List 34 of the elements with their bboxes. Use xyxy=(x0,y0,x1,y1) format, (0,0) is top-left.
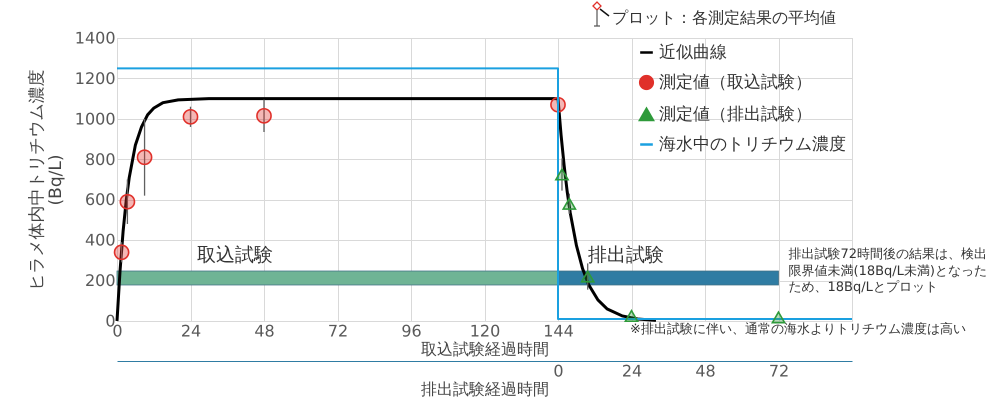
band-label: 取込試験 xyxy=(197,244,273,266)
legend-label: 近似曲線 xyxy=(659,42,727,62)
point xyxy=(136,149,152,166)
y-tick-label: 800 xyxy=(84,150,116,169)
annotation: 排出試験72時間後の結果は、検出限界値未満(18Bq/L未満)となったため、18Bq/Lとプロット xyxy=(788,247,988,296)
y-tick-label: 400 xyxy=(84,230,116,250)
legend-label: 測定値（取込試験） xyxy=(659,72,812,92)
x-tick-label: 48 xyxy=(254,322,275,340)
band-label: 排出試験 xyxy=(588,244,664,266)
y-tick-label: 200 xyxy=(84,271,116,290)
point xyxy=(256,108,272,124)
x-tick-label: 144 xyxy=(543,322,574,340)
x2-tick-label: 72 xyxy=(768,362,790,380)
y-tick-label: 1000 xyxy=(74,109,116,128)
x2-tick-label: 0 xyxy=(553,362,564,380)
x-tick-label: 96 xyxy=(401,322,422,340)
point xyxy=(182,108,198,125)
x2-tick-label: 24 xyxy=(622,362,642,380)
y-tick-label: 1200 xyxy=(74,68,116,88)
legend-label: 海水中のトリチウム濃度 xyxy=(659,134,846,154)
x2-axis-title: 排出試験経過時間 xyxy=(421,380,549,398)
text: プロット：各測定結果の平均値 xyxy=(612,8,836,28)
text: ※排出試験に伴い、通常の海水よりトリチウム濃度は高い xyxy=(630,322,966,338)
x-tick-label: 24 xyxy=(180,322,202,340)
point xyxy=(114,244,130,260)
y-tick-label: 600 xyxy=(84,190,116,210)
x2-tick-label: 48 xyxy=(695,362,716,380)
point xyxy=(120,194,136,210)
x-tick-label: 72 xyxy=(328,322,348,340)
x-tick-label: 120 xyxy=(470,322,500,340)
y-axis-title: ヒラメ体内中トリチウム濃度 (Bq/L) xyxy=(26,70,66,290)
x-axis-title: 取込試験経過時間 xyxy=(421,340,549,358)
y-tick-label: 1400 xyxy=(74,28,116,48)
legend-label: 測定値（排出試験） xyxy=(659,104,812,124)
